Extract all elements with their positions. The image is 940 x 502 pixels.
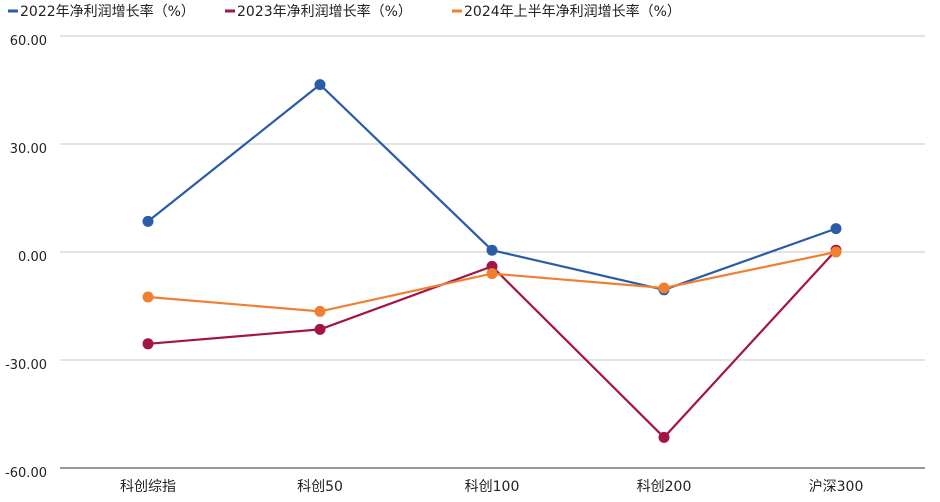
series-line — [147, 83, 837, 291]
series-group — [142, 79, 842, 443]
data-point[interactable] — [142, 215, 154, 227]
x-tick-label: 科创综指 — [120, 479, 176, 495]
x-tick-label: 科创200 — [637, 479, 692, 495]
legend-label: 2024年上半年净利润增长率（%） — [464, 3, 681, 20]
y-tick-label: 0.00 — [18, 250, 47, 265]
data-point[interactable] — [314, 305, 326, 317]
legend-label: 2022年净利润增长率（%） — [20, 3, 195, 20]
x-tick-label: 沪深300 — [809, 479, 864, 495]
data-point[interactable] — [314, 79, 326, 91]
data-point[interactable] — [658, 431, 670, 443]
y-tick-label: -30.00 — [5, 358, 47, 373]
data-point[interactable] — [142, 338, 154, 350]
data-point[interactable] — [314, 323, 326, 335]
data-point[interactable] — [486, 268, 498, 280]
x-tick-label: 科创100 — [465, 479, 520, 495]
data-point[interactable] — [830, 246, 842, 258]
series-1 — [142, 79, 842, 296]
data-point[interactable] — [658, 282, 670, 294]
y-tick-label: 30.00 — [10, 142, 47, 157]
data-point[interactable] — [486, 244, 498, 256]
x-tick-label: 科创50 — [297, 479, 343, 495]
legend-label: 2023年净利润增长率（%） — [237, 3, 412, 20]
data-point[interactable] — [830, 223, 842, 235]
y-tick-label: -60.00 — [5, 466, 47, 481]
y-axis-ticks: 60.00 30.00 0.00 -30.00 -60.00 — [5, 34, 47, 481]
legend: 2022年净利润增长率（%） 2023年净利润增长率（%） 2024年上半年净利润增… — [8, 3, 681, 20]
x-axis-ticks: 科创综指 科创50 科创100 科创200 沪深300 — [120, 479, 863, 495]
y-tick-label: 60.00 — [10, 34, 47, 49]
data-point[interactable] — [142, 291, 154, 303]
series-3 — [142, 246, 842, 317]
